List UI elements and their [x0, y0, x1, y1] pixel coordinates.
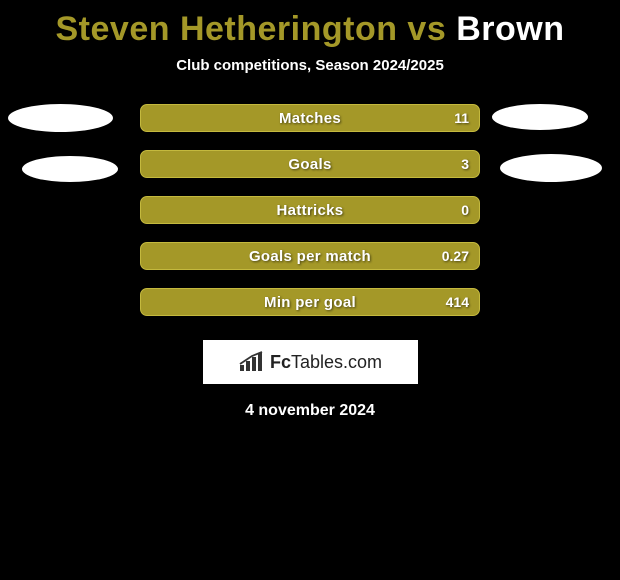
stat-value: 414 — [446, 294, 469, 310]
stat-label: Matches — [279, 110, 341, 127]
decorative-ellipse — [500, 154, 602, 182]
stats-area: Matches 11 Goals 3 Hattricks 0 Goals per match… — [0, 104, 620, 316]
logo-prefix: Fc — [270, 352, 291, 372]
barchart-icon — [238, 351, 264, 373]
stat-rows: Matches 11 Goals 3 Hattricks 0 Goals per match… — [140, 104, 480, 316]
stat-value: 0 — [461, 202, 469, 218]
stat-label: Min per goal — [264, 294, 356, 311]
stat-label: Goals — [288, 156, 331, 173]
stat-row: Matches 11 — [140, 104, 480, 132]
stat-row: Hattricks 0 — [140, 196, 480, 224]
decorative-ellipse — [8, 104, 113, 132]
title-player1: Steven Hetherington — [56, 10, 398, 48]
stat-row: Goals per match 0.27 — [140, 242, 480, 270]
decorative-ellipse — [22, 156, 118, 182]
stat-value: 0.27 — [442, 248, 469, 264]
stat-row: Min per goal 414 — [140, 288, 480, 316]
stat-label: Hattricks — [277, 202, 344, 219]
title-player2: Brown — [456, 10, 564, 48]
date-label: 4 november 2024 — [0, 402, 620, 420]
decorative-ellipse — [492, 104, 588, 130]
logo-ext: .com — [343, 352, 382, 372]
logo-suffix: Tables — [291, 352, 343, 372]
stat-row: Goals 3 — [140, 150, 480, 178]
page-title: Steven Hetherington vs Brown — [0, 0, 620, 49]
stat-value: 3 — [461, 156, 469, 172]
stat-value: 11 — [454, 110, 469, 126]
logo-box: FcTables.com — [203, 340, 418, 384]
subtitle: Club competitions, Season 2024/2025 — [0, 57, 620, 74]
title-vs: vs — [397, 10, 456, 48]
logo-text: FcTables.com — [270, 352, 382, 373]
stat-label: Goals per match — [249, 248, 371, 265]
